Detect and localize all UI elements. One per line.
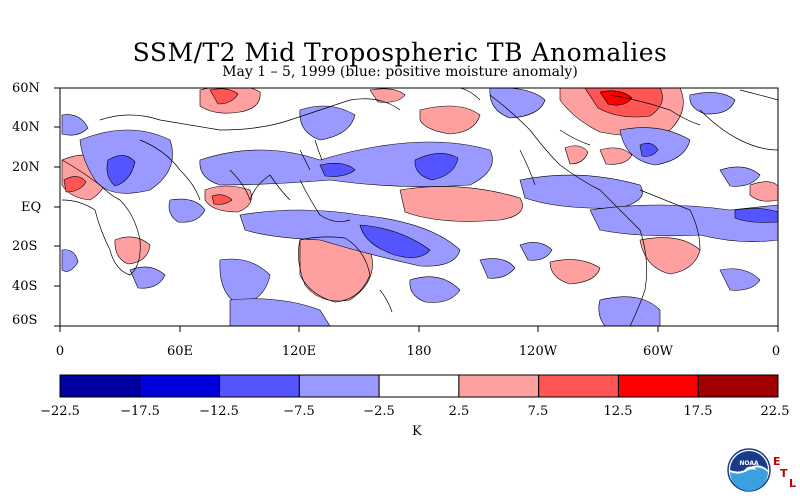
moist-anomaly-region (199, 141, 493, 187)
warm-anomaly-region (63, 176, 87, 193)
warm-anomaly-region (399, 186, 523, 222)
noaa-emblem-icon: NOAA (727, 448, 771, 492)
moist-anomaly-region (299, 105, 356, 141)
colorbar-swatch (378, 374, 460, 398)
colorbar-swatch (219, 374, 300, 398)
warm-anomaly-region (114, 236, 151, 265)
lon-label-0-end: 0 (771, 344, 781, 359)
colorbar-label: 7.5 (527, 404, 549, 419)
svg-text:NOAA: NOAA (739, 460, 759, 467)
etl-letter: L (789, 477, 797, 490)
warm-anomaly-region (639, 237, 701, 275)
moist-anomaly-region (719, 268, 761, 291)
moist-anomaly-region (689, 92, 736, 115)
lon-label-60e: 60E (166, 344, 194, 359)
lat-label-eq: EQ (21, 200, 42, 215)
colorbar-label: −2.5 (363, 404, 395, 419)
colorbar-label: 2.5 (448, 404, 470, 419)
moist-anomaly-region (61, 114, 89, 136)
colorbar-swatch (139, 374, 221, 398)
moist-anomaly-region (639, 143, 659, 157)
colorbar-swatch (617, 374, 699, 398)
lat-label-60s: 60S (12, 313, 38, 328)
moist-anomaly-region (519, 174, 643, 209)
lat-label-40s: 40S (12, 279, 38, 294)
moist-anomaly-region (106, 155, 136, 187)
warm-anomaly-region (419, 105, 481, 135)
moist-anomaly-region (414, 153, 459, 181)
moist-anomaly-region (598, 296, 661, 326)
warm-anomaly-region (369, 88, 406, 103)
colorbar-swatch (697, 374, 779, 398)
moist-anomaly-region (589, 204, 778, 242)
moist-anomaly-region (359, 224, 431, 258)
lat-label-60n: 60N (12, 81, 40, 96)
moist-anomaly-region (479, 258, 516, 279)
moist-anomaly-region (489, 88, 546, 119)
moist-anomaly-region (168, 198, 206, 223)
colorbar-label: 12.5 (603, 404, 633, 419)
etl-letter: E (773, 455, 781, 468)
warm-anomaly-region (564, 145, 589, 165)
lat-label-20s: 20S (12, 239, 38, 254)
colorbar-label: −17.5 (120, 404, 160, 419)
moist-anomaly-region (229, 298, 331, 326)
warm-anomaly-region (211, 194, 233, 205)
colorbar-label: −22.5 (40, 404, 80, 419)
warm-anomaly-region (749, 181, 778, 202)
colorbar-label: 22.5 (760, 404, 790, 419)
lat-label-20n: 20N (12, 160, 40, 175)
colorbar-label: −7.5 (283, 404, 315, 419)
map-title: SSM/T2 Mid Tropospheric TB Anomalies (132, 38, 668, 67)
moist-anomaly-region (409, 276, 461, 303)
moist-anomaly-region (734, 208, 778, 223)
colorbar-swatch (458, 374, 540, 398)
warm-anomaly-region (599, 147, 633, 165)
moist-anomaly-region (719, 166, 761, 187)
colorbar (59, 374, 779, 398)
moist-anomaly-region (129, 266, 166, 289)
colorbar-unit: K (412, 424, 422, 439)
colorbar-swatch (298, 374, 380, 398)
map-subtitle: May 1 – 5, 1999 (blue: positive moisture… (222, 64, 578, 80)
colorbar-swatch (538, 374, 619, 398)
lat-label-40n: 40N (12, 120, 40, 135)
warm-anomaly-region (599, 90, 633, 106)
moist-anomaly-region (319, 163, 356, 177)
warm-anomaly-region (209, 88, 239, 105)
moist-anomaly-region (61, 249, 79, 272)
colorbar-swatch (59, 374, 141, 398)
axis-ticks (54, 87, 779, 332)
lon-label-120e: 120E (281, 344, 317, 359)
warm-anomaly-region (549, 259, 601, 285)
lon-label-60w: 60W (643, 344, 673, 359)
etl-letter: T (780, 467, 788, 480)
lon-label-120w: 120W (518, 344, 558, 359)
moist-anomaly-region (219, 258, 271, 306)
lon-label-180: 180 (406, 344, 432, 359)
colorbar-label: −12.5 (199, 404, 239, 419)
lon-label-0: 0 (55, 344, 65, 359)
moist-anomaly-region (519, 242, 553, 261)
noaa-logo: NOAA E T L (727, 448, 796, 496)
colorbar-label: 17.5 (683, 404, 713, 419)
anomaly-field (61, 88, 778, 326)
